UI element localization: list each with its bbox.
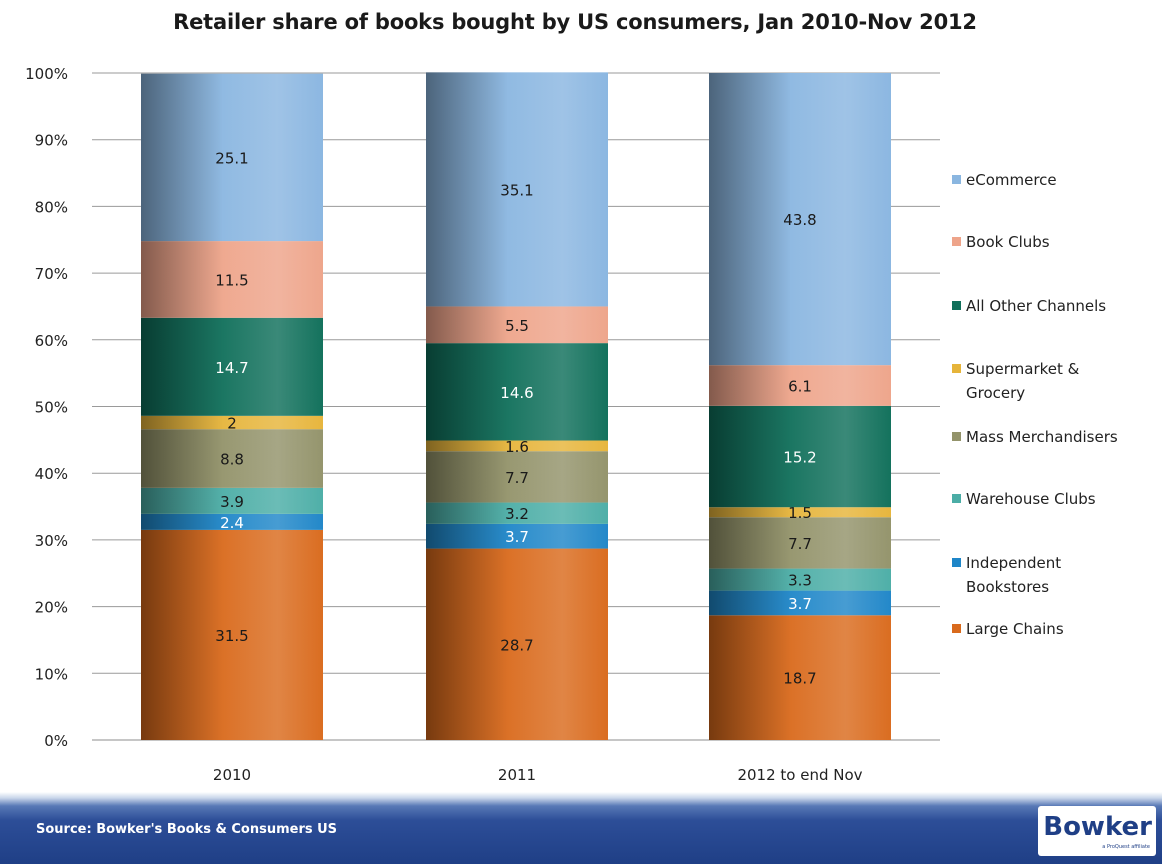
data-label: 25.1 [215,149,248,167]
legend-label: Large Chains [966,620,1064,638]
bar-segment [141,73,323,242]
data-label: 5.5 [505,317,529,335]
stacked-bar-chart: 31.5 2.4 3.9 8.8 2 14.7 11.5 25.1 28.7 3.7 3.2 7.7 1… [25,65,1118,784]
y-tick-label: 90% [35,132,68,150]
data-label: 1.6 [505,438,529,456]
bar-segment [709,615,891,740]
legend-swatch [952,494,961,503]
y-tick-label: 70% [35,265,68,283]
bar-segment [709,590,891,616]
y-tick-label: 100% [25,65,68,83]
data-label: 2.4 [220,514,244,532]
source-note: Source: Bowker's Books & Consumers US [36,822,338,837]
data-label: 7.7 [788,535,812,553]
bar-segment [709,507,891,518]
x-tick-label: 2010 [213,766,251,784]
data-label: 14.7 [215,359,248,377]
bar-segment [426,440,608,452]
y-tick-label: 50% [35,399,68,417]
data-label: 28.7 [500,636,533,654]
bar-segment [141,513,323,530]
bar-segment [709,73,891,366]
legend-swatch [952,237,961,246]
x-tick-label: 2011 [498,766,536,784]
bar-segment [426,502,608,524]
data-label: 3.7 [505,528,529,546]
bar-segment [141,415,323,430]
legend-label: eCommerce [966,171,1057,189]
bar-segment [426,72,608,307]
data-label: 18.7 [783,670,816,688]
data-label: 31.5 [215,627,248,645]
bar-segment [141,529,323,740]
bar-segment [426,548,608,740]
footer-banner: Source: Bowker's Books & Consumers US Bo… [0,792,1162,864]
bowker-logo: Bowker a ProQuest affiliate [1038,806,1156,856]
legend-swatch [952,364,961,373]
legend-label: Warehouse Clubs [966,490,1096,508]
bar-segment [426,306,608,344]
legend-swatch [952,432,961,441]
data-label: 43.8 [783,211,816,229]
data-label: 3.2 [505,505,529,523]
y-tick-label: 80% [35,198,68,216]
y-tick-label: 20% [35,599,68,617]
data-label: 2 [227,415,237,433]
legend-swatch [952,175,961,184]
legend-swatch [952,301,961,310]
legend-label: Mass Merchandisers [966,428,1118,446]
data-label: 35.1 [500,181,533,199]
data-label: 8.8 [220,451,244,469]
legend-label: Bookstores [966,578,1049,596]
legend-label: Supermarket & [966,360,1080,378]
bar-segment [709,365,891,406]
legend-swatch [952,558,961,567]
logo-text: Bowker [1043,812,1152,842]
data-label: 3.9 [220,493,244,511]
legend-label: Grocery [966,384,1025,402]
data-label: 3.7 [788,595,812,613]
data-label: 14.6 [500,384,533,402]
bar-segment [141,317,323,416]
y-tick-label: 0% [44,732,68,750]
x-tick-label: 2012 to end Nov [737,766,862,784]
legend-layer: eCommerce Book Clubs All Other Channels Sup… [952,171,1118,638]
bar-layer: 31.5 2.4 3.9 8.8 2 14.7 11.5 25.1 28.7 3.7 3.2 7.7 1… [141,72,891,740]
data-label: 11.5 [215,271,248,289]
bar-segment [426,343,608,441]
legend-label: All Other Channels [966,297,1106,315]
bar-segment [426,523,608,549]
axis-layer: 0% 10% 20% 30% 40% 50% 60% 70% 80% 90% 100% 2010 201… [25,65,863,784]
data-label: 6.1 [788,377,812,395]
bar-segment [709,568,891,591]
y-tick-label: 30% [35,532,68,550]
data-label: 3.3 [788,572,812,590]
data-label: 15.2 [783,449,816,467]
bar-segment [141,241,323,318]
chart-title: Retailer share of books bought by US con… [173,10,977,34]
legend-swatch [952,624,961,633]
logo-subtext: a ProQuest affiliate [1102,844,1150,850]
data-label: 7.7 [505,469,529,487]
bar-segment [141,429,323,488]
bar-segment [141,487,323,514]
legend-label: Book Clubs [966,233,1050,251]
y-tick-label: 60% [35,332,68,350]
data-label: 1.5 [788,504,812,522]
y-tick-label: 10% [35,665,68,683]
bar-segment [709,517,891,569]
bar-segment [709,405,891,508]
y-tick-label: 40% [35,465,68,483]
bar-segment [426,451,608,503]
legend-label: Independent [966,554,1061,572]
